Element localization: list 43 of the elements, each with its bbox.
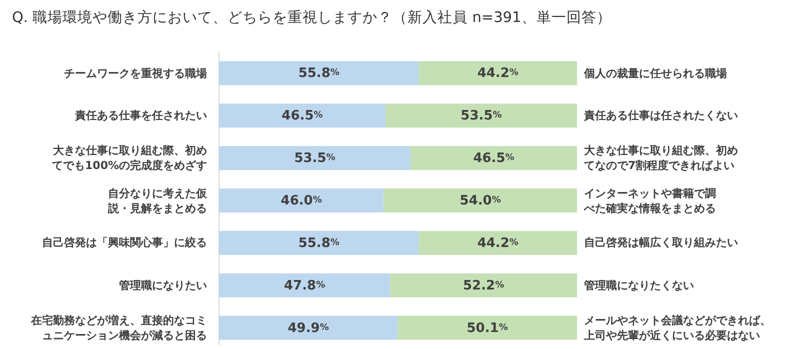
data-label: 49.9%	[288, 320, 329, 336]
y-tick-label: 自分なりに考えた仮説・見解をまとめる	[106, 186, 207, 216]
data-label: 47.8%	[284, 278, 326, 293]
y-tick-label: 在宅勤務などが増え、直接的なコミュニケーション機会が減ると困る	[30, 312, 207, 343]
text: 大きな仕事に取り組む際、初めてなので7割程度できればよい	[584, 143, 739, 174]
bar	[418, 230, 577, 255]
bar	[219, 230, 419, 255]
y-tick-label: 自己啓発は「興味関心事」に絞る	[41, 235, 207, 250]
bar	[418, 61, 577, 86]
data-label: 44.2%	[477, 235, 518, 250]
data-label: 53.5%	[294, 150, 336, 166]
bar	[219, 273, 390, 298]
text: 責任ある仕事は任されたくない	[584, 108, 739, 124]
data-label: 46.5%	[282, 108, 323, 124]
data-label: 46.5%	[473, 150, 514, 166]
text: 自己啓発は幅広く取り組みたい	[584, 235, 739, 250]
y-tick-label: チームワークを重視する職場	[63, 66, 207, 81]
data-label: 44.2%	[477, 66, 518, 81]
y-tick-label: 大きな仕事に取り組む際、初めてでも100%の完成度をめざす	[51, 143, 207, 174]
data-label: 52.2%	[463, 278, 504, 293]
text: 管理職になりたくない	[584, 278, 695, 293]
data-label: 46.0%	[280, 193, 322, 208]
bar	[219, 146, 411, 170]
data-label: 54.0%	[460, 193, 501, 208]
y-tick-label: 責任ある仕事を任されたい	[74, 108, 207, 124]
bar	[385, 104, 577, 128]
data-label: 50.1%	[466, 320, 508, 336]
bar	[219, 61, 419, 86]
data-label: 53.5%	[460, 108, 502, 124]
bar	[390, 273, 577, 298]
bar	[219, 104, 386, 128]
data-label: 55.8%	[298, 66, 340, 81]
text: 個人の裁量に任せられる職場	[584, 66, 728, 81]
data-label: 55.8%	[298, 235, 340, 250]
text: インターネットや書籍で調べた確実な情報をまとめる	[584, 186, 717, 216]
chart-title: Q. 職場環境や働き方において、どちらを重視しますか？（新入社員 n=391、単一回答）	[12, 9, 612, 26]
bar	[398, 316, 577, 340]
text: メールやネット会議などができれば、上司や先輩が近くにいる必要はない	[584, 312, 772, 343]
bar	[410, 146, 577, 170]
bar	[384, 188, 577, 212]
bar	[219, 188, 384, 212]
y-tick-label: 管理職になりたい	[118, 278, 207, 293]
bar	[219, 316, 398, 340]
